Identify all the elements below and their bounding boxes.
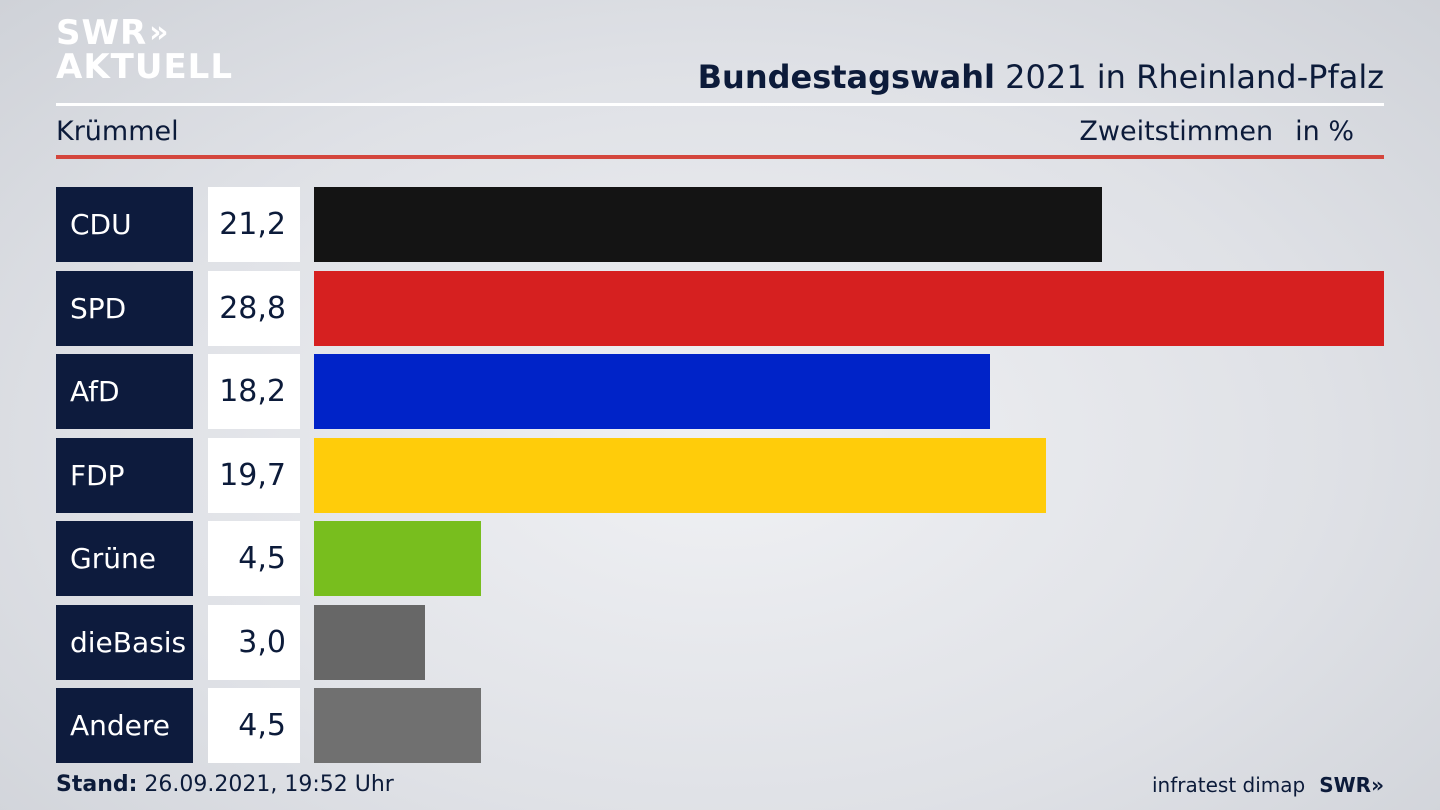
bar bbox=[314, 521, 481, 596]
bar bbox=[314, 187, 1102, 262]
party-label: dieBasis bbox=[56, 605, 193, 680]
accent-divider bbox=[56, 155, 1384, 159]
bar-row: FDP 19,7 bbox=[56, 438, 1384, 513]
bar-row: Andere 4,5 bbox=[56, 688, 1384, 763]
value-label: 18,2 bbox=[208, 354, 300, 429]
bar bbox=[314, 438, 1046, 513]
bar bbox=[314, 354, 990, 429]
bar-row: AfD 18,2 bbox=[56, 354, 1384, 429]
metric-name: Zweitstimmen bbox=[1079, 116, 1274, 147]
logo-swr-text: SWR bbox=[56, 13, 148, 53]
source-credit: infratest dimap SWR» bbox=[1152, 773, 1384, 797]
party-label: Grüne bbox=[56, 521, 193, 596]
party-label: CDU bbox=[56, 187, 193, 262]
logo-chevron-icon: » bbox=[149, 15, 169, 50]
swr-small-logo: SWR» bbox=[1319, 773, 1384, 797]
bar-row: SPD 28,8 bbox=[56, 271, 1384, 346]
bar-row: CDU 21,2 bbox=[56, 187, 1384, 262]
logo-aktuell-text: AKTUELL bbox=[56, 47, 234, 87]
swr-aktuell-logo: SWR» AKTUELL bbox=[56, 13, 234, 87]
value-label: 19,7 bbox=[208, 438, 300, 513]
timestamp: Stand: 26.09.2021, 19:52 Uhr bbox=[56, 772, 394, 797]
bar-row: dieBasis 3,0 bbox=[56, 605, 1384, 680]
location-label: Krümmel bbox=[56, 116, 179, 147]
source-name: infratest dimap bbox=[1152, 773, 1306, 797]
value-label: 28,8 bbox=[208, 271, 300, 346]
party-label: Andere bbox=[56, 688, 193, 763]
party-label: SPD bbox=[56, 271, 193, 346]
value-label: 4,5 bbox=[208, 688, 300, 763]
header-divider bbox=[56, 103, 1384, 106]
value-label: 21,2 bbox=[208, 187, 300, 262]
stand-value: 26.09.2021, 19:52 Uhr bbox=[144, 772, 394, 797]
chart-title-rest: 2021 in Rheinland-Pfalz bbox=[1005, 58, 1384, 96]
party-label: AfD bbox=[56, 354, 193, 429]
bar bbox=[314, 688, 481, 763]
bar bbox=[314, 271, 1384, 346]
chart-title-bold: Bundestagswahl bbox=[697, 58, 995, 96]
bar-row: Grüne 4,5 bbox=[56, 521, 1384, 596]
party-label: FDP bbox=[56, 438, 193, 513]
value-label: 3,0 bbox=[208, 605, 300, 680]
stand-label: Stand: bbox=[56, 772, 138, 797]
bar-chart: CDU 21,2 SPD 28,8 AfD 18,2 FDP 19,7 Grüne 4,5 dieB… bbox=[56, 187, 1384, 763]
chart-title: Bundestagswahl 2021 in Rheinland-Pfalz bbox=[698, 58, 1384, 96]
bar bbox=[314, 605, 425, 680]
value-label: 4,5 bbox=[208, 521, 300, 596]
unit-label: in % bbox=[1295, 116, 1354, 147]
metric-label: Zweitstimmen in % bbox=[1079, 116, 1354, 147]
